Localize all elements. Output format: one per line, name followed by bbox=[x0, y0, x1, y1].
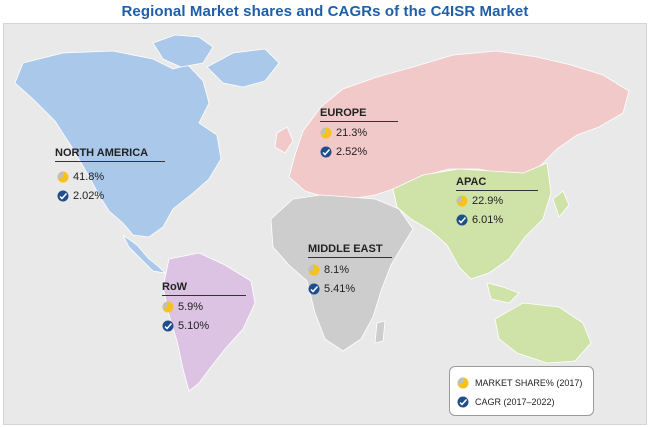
growth-check-icon bbox=[320, 146, 332, 158]
pie-chart-icon bbox=[57, 171, 69, 183]
share-value: 21.3% bbox=[336, 127, 368, 139]
middle-east-africa-landmass bbox=[270, 194, 414, 352]
region-label-europe: EUROPE bbox=[320, 107, 398, 122]
stat-share-row: 5.9% bbox=[162, 301, 203, 313]
legend-item-cagr: CAGR (2017–2022) bbox=[457, 392, 593, 411]
north-america-landmass bbox=[14, 34, 280, 274]
region-label-apac: APAC bbox=[456, 176, 538, 191]
cagr-value: 2.52% bbox=[336, 146, 368, 158]
legend-item-share: MARKET SHARE% (2017) bbox=[457, 373, 593, 392]
share-value: 5.9% bbox=[178, 301, 204, 313]
stat-cagr-middle-east: 5.41% bbox=[308, 283, 355, 295]
cagr-value: 5.10% bbox=[178, 320, 210, 332]
legend-label-cagr: CAGR (2017–2022) bbox=[475, 396, 555, 407]
world-map bbox=[14, 34, 630, 392]
share-value: 22.9% bbox=[472, 195, 504, 207]
pie-chart-icon bbox=[308, 264, 320, 276]
region-label-row: RoW bbox=[162, 281, 246, 296]
europe-landmass bbox=[274, 50, 630, 200]
growth-check-icon bbox=[162, 320, 174, 332]
legend-label-share: MARKET SHARE% (2017) bbox=[475, 377, 583, 388]
share-value: 41.8% bbox=[73, 171, 105, 183]
stat-cagr-row: 5.10% bbox=[162, 320, 209, 332]
stat-share-middle-east: 8.1% bbox=[308, 264, 349, 276]
cagr-value: 5.41% bbox=[324, 283, 356, 295]
region-label-north-america: NORTH AMERICA bbox=[55, 147, 165, 162]
stat-share-north-america: 41.8% bbox=[57, 171, 104, 183]
share-value: 8.1% bbox=[324, 264, 350, 276]
cagr-value: 2.02% bbox=[73, 190, 105, 202]
legend: MARKET SHARE% (2017) CAGR (2017–2022) bbox=[449, 366, 594, 416]
stat-cagr-europe: 2.52% bbox=[320, 146, 367, 158]
growth-check-icon bbox=[456, 214, 468, 226]
growth-check-icon bbox=[308, 283, 320, 295]
pie-chart-icon bbox=[456, 195, 468, 207]
region-label-middle-east: MIDDLE EAST bbox=[308, 243, 392, 258]
growth-check-icon bbox=[457, 396, 469, 407]
growth-check-icon bbox=[57, 190, 69, 202]
stat-cagr-apac: 6.01% bbox=[456, 214, 503, 226]
apac-landmass bbox=[392, 162, 592, 364]
stat-share-europe: 21.3% bbox=[320, 127, 367, 139]
stat-cagr-north-america: 2.02% bbox=[57, 190, 104, 202]
stat-share-apac: 22.9% bbox=[456, 195, 503, 207]
cagr-value: 6.01% bbox=[472, 214, 504, 226]
pie-chart-icon bbox=[457, 377, 469, 388]
map-title: Regional Market shares and CAGRs of the … bbox=[121, 3, 529, 20]
pie-chart-icon bbox=[162, 301, 174, 313]
pie-chart-icon bbox=[320, 127, 332, 139]
